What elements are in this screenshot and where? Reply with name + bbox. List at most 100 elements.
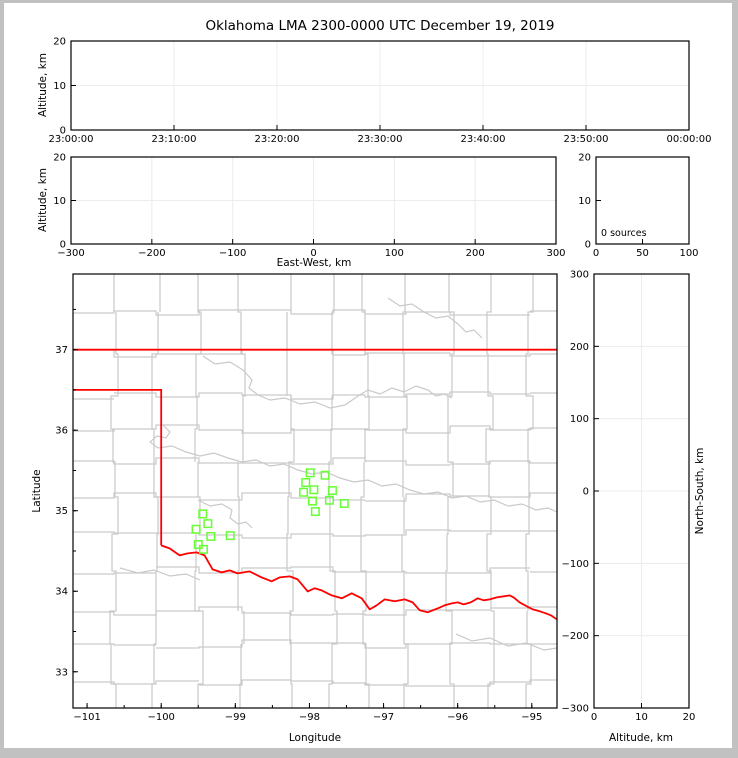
river-line — [119, 567, 201, 581]
x-tick-label: −101 — [73, 712, 100, 723]
y-tick-label: 0 — [583, 487, 589, 498]
x-tick-label: 0 — [593, 248, 599, 259]
y-tick-label: 200 — [570, 342, 589, 353]
county-line — [286, 274, 295, 708]
x-tick-label: 10 — [635, 712, 648, 723]
y-tick-label: 0 — [60, 126, 66, 137]
x-tick-label: 20 — [683, 712, 696, 723]
x-tick-label: 0 — [310, 248, 316, 259]
lma-source-marker — [193, 540, 203, 550]
panel-northsouth-altitude: 0 10 20 −300 −200 −100 0 100 200 300 — [562, 270, 696, 724]
y-tick-label: 0 — [585, 240, 591, 251]
river-line — [455, 633, 557, 651]
x-tick-label: −96 — [447, 712, 468, 723]
lma-source-marker — [203, 519, 213, 529]
county-line — [525, 274, 534, 708]
y-tick-label: 10 — [53, 196, 66, 207]
county-line — [73, 679, 557, 687]
lma-source-marker — [327, 486, 337, 496]
y-tick-label: 36 — [55, 426, 68, 437]
lma-source-marker — [225, 531, 235, 541]
panel-time-altitude: 23:00:00 23:10:00 23:20:00 23:30:00 23:40:00… — [49, 37, 712, 146]
x-tick-label: 23:20:00 — [255, 134, 300, 145]
red-river-border-line — [160, 544, 557, 621]
panel-eastwest-altitude: −300 −200 −100 0 100 200 300 0 10 20 — [53, 153, 565, 260]
ew-panel-xlabel: East-West, km — [277, 257, 352, 269]
ns-panel-ylabel: North-South, km — [694, 448, 706, 535]
lma-source-marker — [339, 498, 349, 508]
lma-source-marker — [198, 509, 208, 519]
county-line — [73, 529, 557, 539]
y-tick-label: 33 — [55, 667, 68, 678]
y-tick-label: 10 — [578, 196, 591, 207]
axes-spine — [595, 156, 690, 245]
county-line — [73, 566, 557, 575]
y-tick-label: 300 — [570, 270, 589, 281]
axes-spine — [70, 156, 557, 245]
x-tick-label: 23:30:00 — [358, 134, 403, 145]
x-tick-label: 00:00:00 — [667, 134, 712, 145]
river-line — [149, 424, 557, 513]
y-tick-label: 37 — [55, 345, 68, 356]
panel-altitude-histogram: 0 50 100 0 10 20 — [578, 153, 698, 260]
county-boundaries-layer — [73, 274, 557, 708]
county-line — [73, 492, 557, 502]
x-tick-label: −300 — [57, 248, 84, 259]
lma-source-marker — [305, 468, 315, 478]
axes-spine — [72, 273, 558, 709]
lma-sources-layer — [191, 468, 349, 554]
panel-plan-view-map: −101 −100 −99 −98 −97 −96 −95 33 34 35 36 37 — [55, 273, 558, 723]
y-tick-label: 0 — [60, 240, 66, 251]
lma-source-marker — [206, 531, 216, 541]
x-tick-label: 23:00:00 — [49, 134, 94, 145]
lma-source-marker — [320, 470, 330, 480]
x-tick-label: 23:40:00 — [461, 134, 506, 145]
lma-source-marker — [301, 478, 311, 488]
ew-panel-ylabel: Altitude, km — [37, 168, 49, 232]
x-tick-label: 300 — [546, 248, 565, 259]
county-line — [73, 457, 557, 466]
lma-source-marker — [191, 524, 201, 534]
county-line — [73, 606, 557, 616]
y-tick-label: −100 — [562, 559, 589, 570]
y-tick-label: −200 — [562, 631, 589, 642]
x-tick-label: −98 — [299, 712, 320, 723]
map-ylabel: Latitude — [31, 469, 43, 512]
y-tick-label: 34 — [55, 587, 68, 598]
ns-panel-xlabel: Altitude, km — [609, 732, 673, 744]
axes-spine — [70, 40, 690, 131]
county-line — [73, 424, 557, 434]
figure-title: Oklahoma LMA 2300-0000 UTC December 19, … — [205, 18, 554, 34]
x-tick-label: −100 — [147, 712, 174, 723]
county-line — [73, 391, 557, 400]
x-tick-label: 100 — [679, 248, 698, 259]
lma-source-marker — [299, 487, 309, 497]
y-tick-label: 20 — [53, 153, 66, 164]
x-tick-label: 100 — [385, 248, 404, 259]
y-tick-label: 10 — [53, 81, 66, 92]
x-tick-label: 23:50:00 — [564, 134, 609, 145]
lma-source-marker — [310, 507, 320, 517]
x-tick-label: 50 — [636, 248, 649, 259]
river-line — [197, 499, 253, 529]
lma-source-marker — [307, 496, 317, 506]
lma-source-marker — [324, 495, 334, 505]
county-line — [73, 639, 557, 649]
y-tick-label: 20 — [53, 37, 66, 48]
county-line — [360, 274, 370, 708]
x-tick-label: −99 — [225, 712, 246, 723]
y-tick-label: 35 — [55, 506, 68, 517]
county-line — [485, 274, 495, 708]
lma-source-marker — [198, 544, 208, 554]
county-line — [151, 274, 161, 708]
lma-source-marker — [309, 485, 319, 495]
county-line — [73, 349, 557, 358]
x-tick-label: 0 — [591, 712, 597, 723]
x-tick-label: 23:10:00 — [152, 134, 197, 145]
y-tick-label: 100 — [570, 414, 589, 425]
state-border-layer — [73, 348, 557, 621]
county-line — [109, 274, 119, 708]
y-tick-label: −300 — [562, 704, 589, 715]
